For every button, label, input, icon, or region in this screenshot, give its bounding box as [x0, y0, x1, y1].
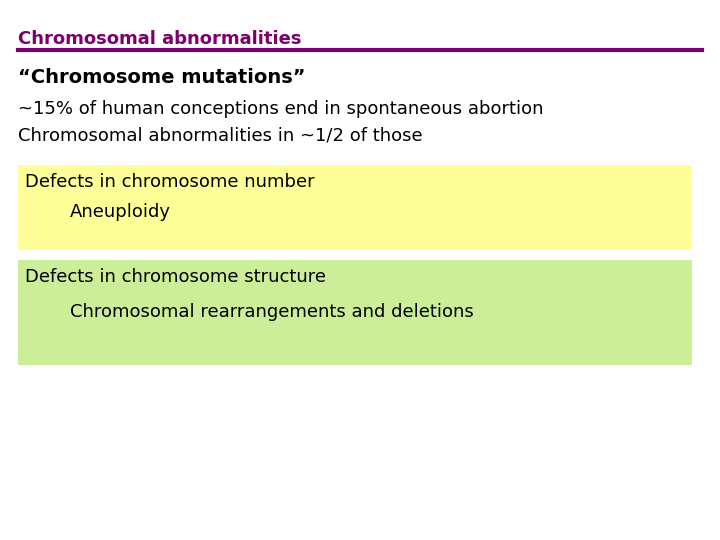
Text: Defects in chromosome number: Defects in chromosome number — [25, 173, 315, 191]
Text: Defects in chromosome structure: Defects in chromosome structure — [25, 268, 326, 286]
FancyBboxPatch shape — [18, 260, 692, 365]
Text: Chromosomal abnormalities: Chromosomal abnormalities — [18, 30, 302, 48]
Text: Chromosomal rearrangements and deletions: Chromosomal rearrangements and deletions — [70, 303, 474, 321]
Text: “Chromosome mutations”: “Chromosome mutations” — [18, 68, 305, 87]
Text: ~15% of human conceptions end in spontaneous abortion: ~15% of human conceptions end in spontan… — [18, 100, 544, 118]
FancyBboxPatch shape — [18, 165, 692, 250]
Text: Chromosomal abnormalities in ~1/2 of those: Chromosomal abnormalities in ~1/2 of tho… — [18, 127, 423, 145]
Text: Aneuploidy: Aneuploidy — [70, 203, 171, 221]
